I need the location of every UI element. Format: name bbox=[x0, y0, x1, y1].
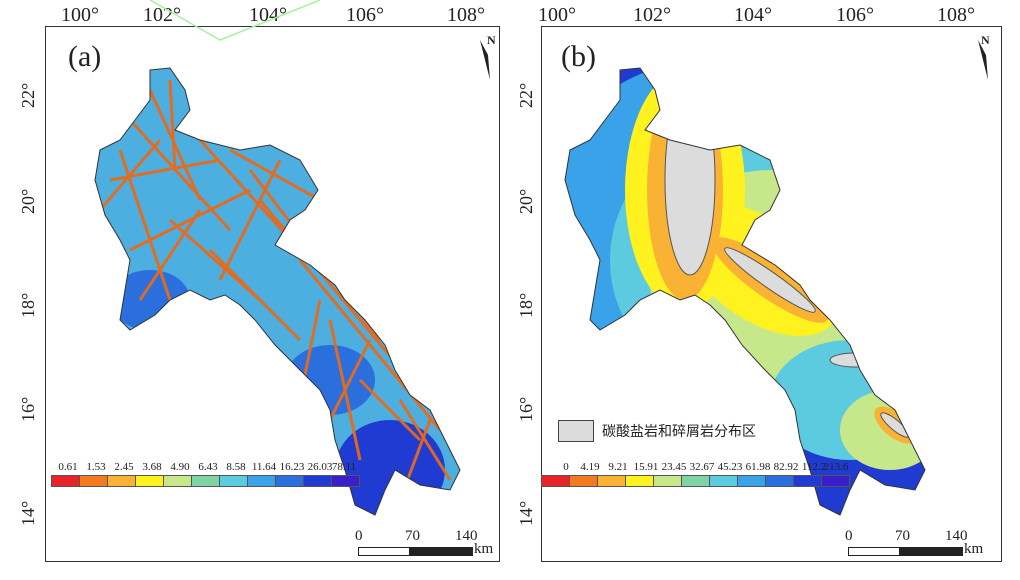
lon-label: 100° bbox=[61, 4, 99, 26]
north-arrow-icon: N bbox=[487, 33, 496, 47]
laos-distance-map-b bbox=[564, 40, 988, 516]
scale-bar-black bbox=[409, 547, 473, 556]
legend-swatch bbox=[51, 475, 80, 487]
lon-label: 106° bbox=[836, 4, 874, 26]
legend-swatch bbox=[541, 475, 570, 487]
lon-label: 102° bbox=[633, 4, 671, 26]
scale-label: 0 bbox=[355, 528, 363, 544]
laos-density-map-a bbox=[94, 0, 490, 516]
legend-swatch bbox=[793, 475, 822, 487]
rock-area-legend: 碳酸盐岩和碎屑岩分布区 bbox=[558, 420, 756, 442]
color-legend-a bbox=[51, 475, 360, 487]
legend-swatch bbox=[79, 475, 108, 487]
scale-label: 140 bbox=[945, 528, 968, 544]
scale-label: 140 bbox=[455, 528, 478, 544]
legend-swatch bbox=[765, 475, 794, 487]
legend-swatch bbox=[247, 475, 276, 487]
legend-swatch bbox=[303, 475, 332, 487]
scale-label: 0 bbox=[845, 528, 853, 544]
legend-swatch bbox=[737, 475, 766, 487]
legend-swatch bbox=[219, 475, 248, 487]
scale-bar-white bbox=[358, 547, 410, 556]
legend-swatch bbox=[163, 475, 192, 487]
panel-label-a: (a) bbox=[68, 40, 102, 73]
lon-label: 104° bbox=[734, 4, 772, 26]
legend-swatch bbox=[709, 475, 738, 487]
rock-area-swatch bbox=[558, 420, 594, 442]
color-legend-b bbox=[541, 475, 850, 487]
scale-label: 70 bbox=[405, 528, 420, 544]
lon-label: 108° bbox=[447, 4, 485, 26]
legend-swatch bbox=[821, 475, 850, 487]
legend-swatch bbox=[135, 475, 164, 487]
scale-label: 70 bbox=[895, 528, 910, 544]
scale-unit: km bbox=[474, 541, 494, 557]
legend-swatch bbox=[681, 475, 710, 487]
legend-swatch bbox=[625, 475, 654, 487]
map-panel-a: 100° 102° 104° 106° 108° 22° 20° 18° 16°… bbox=[0, 0, 500, 570]
rock-area-label: 碳酸盐岩和碎屑岩分布区 bbox=[602, 424, 756, 440]
scale-bar-white bbox=[848, 547, 900, 556]
map-panel-b: 100° 102° 104° 106° 108° 22° 20° 18° 16°… bbox=[510, 0, 1002, 570]
legend-swatch bbox=[569, 475, 598, 487]
lon-label: 108° bbox=[937, 4, 975, 26]
north-arrow-icon: N bbox=[981, 33, 990, 47]
legend-swatch bbox=[107, 475, 136, 487]
lon-label: 106° bbox=[346, 4, 384, 26]
panel-label-b: (b) bbox=[561, 40, 596, 73]
scale-bar-black bbox=[899, 547, 963, 556]
legend-swatch bbox=[275, 475, 304, 487]
legend-swatch bbox=[653, 475, 682, 487]
legend-swatch bbox=[597, 475, 626, 487]
lon-label: 102° bbox=[143, 4, 181, 26]
lon-label: 104° bbox=[249, 4, 287, 26]
legend-swatch bbox=[191, 475, 220, 487]
scale-unit: km bbox=[964, 541, 984, 557]
lon-label: 100° bbox=[538, 4, 576, 26]
legend-swatch bbox=[331, 475, 360, 487]
